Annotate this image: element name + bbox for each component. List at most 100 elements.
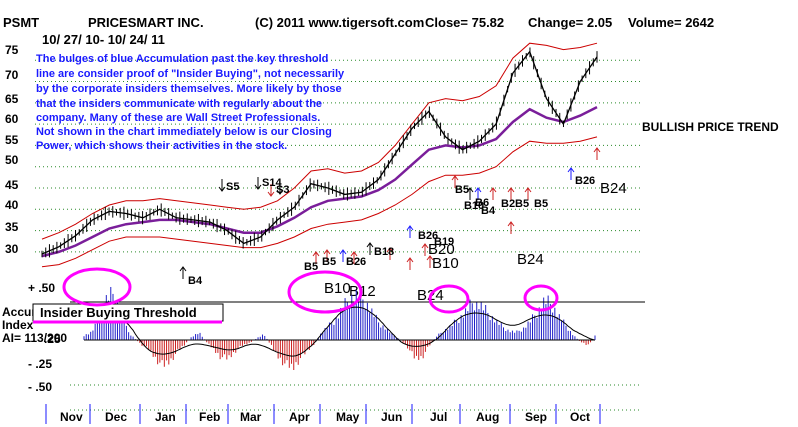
price-series: [41, 47, 598, 258]
ai-tick: - .50: [28, 380, 52, 394]
month-label: Sep: [525, 410, 547, 424]
signal-arrow-icon: [466, 187, 474, 200]
indicator-label-index: Index: [2, 318, 34, 332]
signal-label: B18: [374, 246, 394, 258]
ai-smoothed-line: [83, 306, 596, 357]
grid-lines: [35, 59, 640, 253]
price-tick: 65: [5, 92, 19, 106]
signal-label: S5: [226, 181, 239, 193]
annotation-line: Power, which shows their activities in t…: [36, 140, 287, 152]
signal-label: S3: [276, 184, 289, 196]
highlight-circle: [428, 284, 470, 314]
indicator-label-accum: Accum: [2, 305, 42, 319]
month-label: Nov: [60, 410, 83, 424]
month-label: Feb: [199, 410, 220, 424]
signal-label: B6: [475, 197, 489, 209]
signal-arrow-icon: [267, 184, 275, 197]
signal-arrows: [179, 147, 601, 279]
annotation-line: by the corporate insiders themselves. Mo…: [36, 83, 342, 95]
ai-tick: .25: [44, 332, 61, 346]
month-label: Aug: [476, 410, 499, 424]
price-tick: 75: [5, 43, 19, 57]
close-value: Close= 75.82: [425, 15, 504, 30]
threshold-label: Insider Buying Threshold: [40, 305, 197, 320]
annotation-line: company. Many of these are Wall Street P…: [36, 112, 320, 124]
annotation-line: Not shown in the chart immediately below…: [36, 126, 332, 138]
signal-arrow-icon: [524, 187, 532, 200]
signal-label: B5: [304, 261, 318, 273]
month-label: Jan: [155, 410, 176, 424]
trend-label: BULLISH PRICE TREND: [642, 120, 779, 134]
signal-arrow-icon: [179, 266, 187, 279]
signal-arrow-icon: [406, 225, 414, 238]
price-tick: 70: [5, 68, 19, 82]
date-range: 10/ 27/ 10- 10/ 24/ 11: [42, 32, 165, 47]
signal-arrow-icon: [507, 187, 515, 200]
signal-arrow-icon: [218, 179, 226, 192]
month-axis: Nov Dec Jan Feb Mar Apr May Jun Jul Aug …: [45, 404, 601, 424]
signal-label: B26: [418, 230, 438, 242]
signal-label: S14: [262, 177, 282, 189]
signal-arrow-icon: [489, 187, 497, 200]
annotation-line: that the insiders communicate with regul…: [36, 98, 322, 110]
annotation-line: The bulges of blue Accumulation past the…: [36, 53, 328, 65]
signal-arrow-icon: [339, 249, 347, 262]
month-label: Jul: [430, 410, 447, 424]
signal-label: B24: [517, 251, 544, 268]
signal-label: B10: [324, 280, 351, 297]
signal-arrow-icon: [593, 147, 601, 160]
upper-band-line: [41, 42, 598, 240]
volume-value: Volume= 2642: [628, 15, 714, 30]
signal-label: B5: [534, 198, 548, 210]
month-label: Mar: [240, 410, 262, 424]
change-value: Change= 2.05: [528, 15, 612, 30]
signal-label: B24: [600, 180, 627, 197]
signal-label: B2B5: [501, 198, 529, 210]
signal-arrow-icon: [312, 251, 320, 264]
price-tick: 30: [5, 242, 19, 256]
signal-label: B10: [432, 255, 459, 272]
copyright: (C) 2011 www.tigersoft.com: [255, 15, 424, 30]
signal-label: B26: [575, 175, 595, 187]
month-label: Oct: [570, 410, 590, 424]
signal-arrow-icon: [426, 255, 434, 268]
month-label: Apr: [289, 410, 310, 424]
signal-arrow-icon: [386, 247, 394, 260]
signal-arrow-icon: [421, 243, 429, 256]
signal-arrow-icon: [350, 251, 358, 264]
price-tick: 60: [5, 112, 19, 126]
signal-labels: S5 S14 S3 B4 B5 B5 B26 B18 B10 B12 B26 B…: [188, 175, 627, 304]
signal-label: B10: [464, 200, 484, 212]
month-label: May: [336, 410, 360, 424]
price-tick: 40: [5, 198, 19, 212]
highlight-circles: [62, 267, 559, 314]
signal-label: B5: [322, 256, 336, 268]
company-name: PRICESMART INC.: [88, 15, 204, 30]
annotation-line: line are consider proof of "Insider Buyi…: [36, 68, 345, 80]
price-bands: [41, 42, 598, 268]
signal-label: B20: [428, 241, 455, 258]
ai-bars: [70, 286, 640, 411]
highlight-circle: [287, 270, 363, 314]
signal-arrow-icon: [507, 221, 515, 234]
signal-arrow-icon: [451, 175, 459, 188]
ai-axis: + .50 .25 0 - .25 - .50: [28, 281, 61, 394]
price-tick: 45: [5, 178, 19, 192]
signal-label: B4: [481, 205, 496, 217]
signal-label: B19: [434, 236, 454, 248]
price-tick: 50: [5, 153, 19, 167]
lower-band-line: [41, 136, 598, 268]
signal-arrow-icon: [474, 187, 482, 200]
indicator-label-ai: AI= 113/200: [2, 331, 67, 345]
price-axis: 75 70 65 60 55 50 45 40 35 30: [5, 43, 19, 256]
signal-arrow-icon: [276, 182, 284, 195]
signal-arrow-icon: [406, 257, 414, 270]
signal-arrow-icon: [366, 242, 374, 255]
signal-label: B5: [455, 184, 469, 196]
price-tick: 35: [5, 220, 19, 234]
highlight-circle: [62, 267, 132, 307]
signal-arrow-icon: [567, 167, 575, 180]
price-line: [41, 50, 598, 255]
